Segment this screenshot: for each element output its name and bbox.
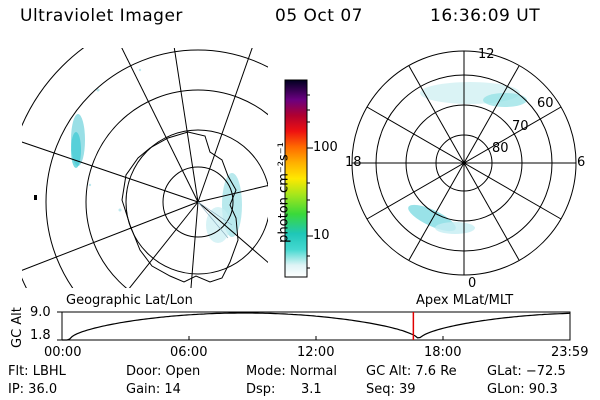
dsp-value: 3.1: [301, 382, 322, 397]
polar-grid: [351, 50, 577, 276]
lat-lon-grid: [22, 48, 268, 288]
mlat-label-60: 60: [537, 96, 554, 111]
apex-polar-plot: [408, 82, 527, 234]
dsp-label: Dsp:: [246, 382, 276, 397]
mode-info: Mode: Normal: [246, 364, 337, 379]
mlt-label-18: 18: [345, 155, 362, 170]
filter-info: Flt: LBHL: [8, 364, 66, 379]
mlt-label-6: 6: [577, 155, 586, 170]
time-label: 16:36:09 UT: [430, 6, 541, 26]
satellite-view-lines: [197, 201, 233, 239]
colorbar-tick-100: 100: [313, 140, 338, 155]
colorbar-tick-10: 10: [313, 228, 330, 243]
timeline-xtick-2: 12:00: [297, 345, 335, 360]
apex-caption: Apex MLat/MLT: [416, 293, 514, 308]
timeline-ytick-min: 1.8: [30, 328, 51, 343]
glon-info: GLon: 90.3: [487, 382, 558, 397]
timeline-ylabel: GC Alt: [10, 307, 25, 348]
antarctica-coastline: [121, 131, 239, 283]
colorbar-unit-label: photon cm⁻²s⁻¹: [276, 142, 292, 243]
colorbar-ticks: [307, 94, 313, 269]
mlat-label-70: 70: [512, 119, 529, 134]
glat-info: GLat: −72.5: [487, 364, 566, 379]
mlt-label-12: 12: [478, 47, 495, 62]
mlt-label-0: 0: [468, 276, 477, 291]
seq-info: Seq: 39: [366, 382, 416, 397]
timeline-ticks: [57, 311, 444, 341]
mlat-label-80: 80: [492, 141, 509, 156]
gc-alt-info: GC Alt: 7.6 Re: [366, 364, 457, 379]
island-marker: [34, 195, 37, 200]
instrument-title: Ultraviolet Imager: [20, 6, 183, 26]
timeline-xtick-4: 23:59: [551, 345, 589, 360]
geographic-caption: Geographic Lat/Lon: [66, 293, 193, 308]
geographic-map: [22, 48, 268, 288]
timeline-xtick-3: 18:00: [424, 345, 462, 360]
timeline-xtick-0: 00:00: [44, 345, 82, 360]
ip-info: IP: 36.0: [8, 382, 58, 397]
door-info: Door: Open: [126, 364, 201, 379]
timeline-xtick-1: 06:00: [170, 345, 208, 360]
timeline-ytick-max: 9.0: [30, 305, 51, 320]
colorbar: [284, 79, 308, 278]
gain-info: Gain: 14: [126, 382, 181, 397]
altitude-curve: [62, 312, 571, 341]
date-label: 05 Oct 07: [275, 6, 363, 26]
